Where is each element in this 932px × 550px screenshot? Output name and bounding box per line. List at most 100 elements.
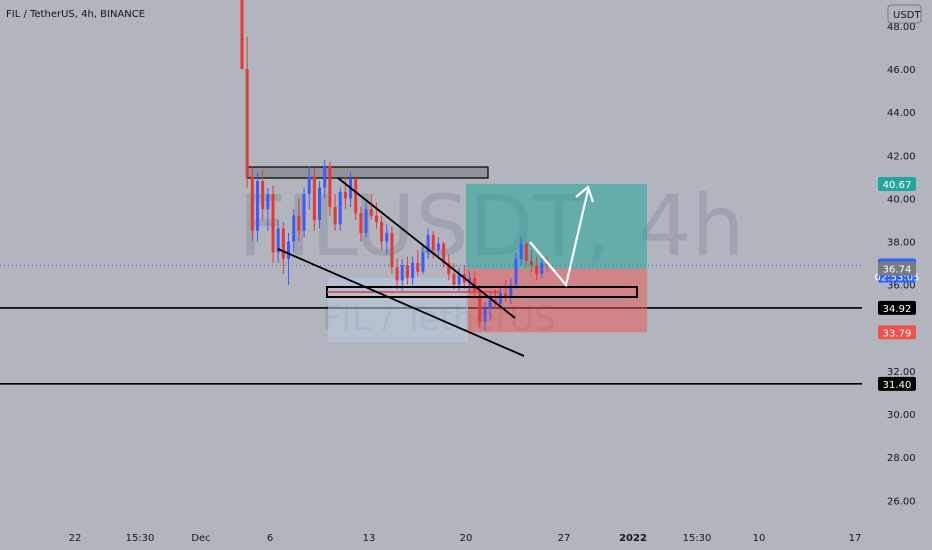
candle-body — [405, 265, 409, 279]
candle-body — [338, 191, 342, 225]
price-tick-label: 32.00 — [887, 367, 916, 378]
candle-body — [369, 209, 373, 216]
candle-body — [374, 215, 378, 223]
candle-body — [390, 232, 394, 268]
price-tag-34-92 — [878, 300, 916, 315]
price-tick-label: 38.00 — [887, 238, 916, 249]
price-tick-label: 36.00 — [887, 281, 916, 292]
price-tick-label: 30.00 — [887, 410, 916, 421]
candle-body — [343, 191, 347, 199]
candle-body — [442, 243, 446, 264]
candle-body — [524, 243, 528, 261]
candle-body — [452, 273, 456, 285]
price-tag-label: 36.74 — [883, 265, 912, 276]
projection-path[interactable] — [529, 189, 590, 288]
candle-body — [447, 263, 451, 274]
candle-body — [509, 284, 513, 298]
candle-body — [395, 267, 399, 281]
candle-body — [297, 215, 301, 231]
candle-body — [256, 181, 260, 231]
candle-body — [240, 0, 244, 70]
time-axis-ticks: 22 15:30 Dec 6 13 20 27 2022 15:30 10 17 — [69, 533, 862, 544]
price-tick-label: 44.00 — [887, 108, 916, 119]
wedge-upper-trendline[interactable] — [337, 177, 516, 319]
position-target-zone[interactable] — [466, 183, 647, 269]
price-tag-31-40 — [878, 376, 916, 391]
price-tag-36-74 — [878, 261, 916, 276]
candle-body — [276, 228, 280, 253]
candle-body — [545, 263, 549, 266]
price-tag-label: 31.40 — [883, 380, 912, 391]
candle-body — [333, 207, 337, 225]
candle-body — [266, 194, 270, 210]
candlestick-series — [240, 0, 549, 330]
price-tick-label: 40.00 — [887, 194, 916, 205]
candle-body — [287, 241, 291, 259]
time-tick-label: 13 — [363, 533, 376, 544]
time-tick-label: 20 — [460, 533, 473, 544]
candle-body — [436, 243, 440, 251]
price-tag-label: 33.79 — [883, 328, 912, 339]
candle-body — [318, 187, 322, 220]
candle-body — [473, 278, 477, 292]
candle-body — [245, 69, 249, 177]
price-tag-label: 40.67 — [883, 180, 912, 191]
candle-body — [411, 263, 415, 279]
time-tick-label: Dec — [191, 533, 210, 544]
candle-body — [498, 293, 502, 305]
candle-body — [312, 176, 316, 220]
candle-body — [380, 222, 384, 242]
time-tick-label: 15:30 — [683, 533, 712, 544]
candle-body — [250, 176, 254, 231]
time-tick-label: 2022 — [619, 533, 647, 544]
candle-body — [426, 235, 430, 253]
time-tick-label: 15:30 — [126, 533, 155, 544]
price-tag-40-67 — [878, 176, 916, 191]
candle-body — [514, 258, 518, 285]
long-position-tool[interactable] — [328, 183, 647, 342]
candle-body — [467, 278, 471, 283]
candle-body — [323, 166, 327, 188]
candle-body — [302, 194, 306, 231]
time-tick-label: 17 — [849, 533, 862, 544]
candle-body — [328, 166, 332, 208]
candle-body — [504, 293, 508, 298]
countdown-label: 02:53:05 — [875, 272, 920, 283]
price-tick-label: 46.00 — [887, 65, 916, 76]
currency-button-label[interactable]: USDT — [893, 10, 921, 21]
candle-body — [478, 291, 482, 322]
candle-body — [359, 213, 363, 233]
volume-profile-area — [328, 278, 468, 342]
time-tick-label: 27 — [558, 533, 571, 544]
candle-body — [431, 235, 435, 251]
candle-body — [292, 215, 296, 242]
price-tick-label: 28.00 — [887, 453, 916, 464]
time-tick-label: 22 — [69, 533, 82, 544]
candle-body — [364, 209, 368, 233]
candle-body — [488, 299, 492, 309]
symbol-title: FIL / TetherUS, 4h, BINANCE — [6, 9, 145, 20]
currency-button[interactable] — [887, 4, 922, 24]
candle-body — [271, 194, 275, 253]
time-tick-label: 6 — [267, 533, 273, 544]
price-tag-33-79 — [878, 325, 916, 340]
candle-body — [307, 176, 311, 195]
time-axis[interactable] — [0, 524, 932, 550]
candle-body — [519, 243, 523, 259]
candle-body — [421, 252, 425, 272]
candle-body — [540, 263, 544, 274]
wedge-lower-trendline[interactable] — [277, 248, 525, 357]
projection-arrowhead — [575, 185, 595, 203]
candle-body — [457, 273, 461, 285]
price-tag-label: 34.92 — [883, 304, 912, 315]
candle-body — [416, 263, 420, 272]
candle-body — [529, 260, 533, 266]
price-tick-label: 42.00 — [887, 151, 916, 162]
time-tick-label: 10 — [753, 533, 766, 544]
candle-body — [535, 265, 539, 274]
resistance-box[interactable] — [246, 166, 489, 179]
candle-body — [400, 265, 404, 281]
price-tick-label: 48.00 — [887, 22, 916, 33]
